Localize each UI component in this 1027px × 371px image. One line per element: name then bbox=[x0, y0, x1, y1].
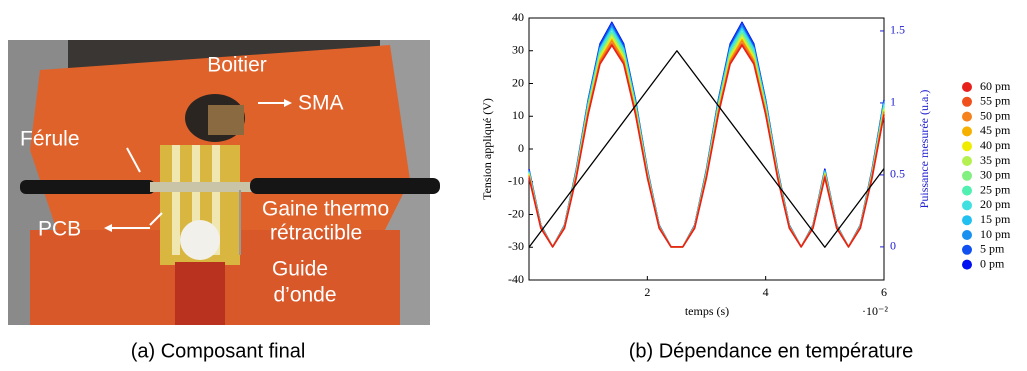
legend-marker bbox=[962, 215, 972, 226]
series-line bbox=[528, 50, 885, 248]
legend-label: 55 pm bbox=[980, 94, 1011, 108]
y2-tick-label: 0 bbox=[890, 239, 896, 253]
legend-marker bbox=[962, 230, 972, 240]
photo-label: rétractible bbox=[270, 222, 362, 245]
arrow bbox=[126, 147, 141, 173]
photo-label: Boitier bbox=[207, 54, 267, 77]
caption: (a) Composant final bbox=[131, 340, 306, 362]
y-tick-label: 20 bbox=[512, 75, 524, 89]
legend-label: 50 pm bbox=[980, 108, 1011, 122]
y-tick-label: 10 bbox=[512, 108, 524, 122]
series-line bbox=[528, 44, 885, 248]
y-tick-label: 0 bbox=[518, 141, 524, 155]
photo-label: Guide bbox=[272, 258, 328, 281]
ferrule bbox=[150, 182, 255, 192]
legend-label: 35 pm bbox=[980, 153, 1011, 167]
sma-connector bbox=[208, 105, 244, 135]
y-tick-label: -40 bbox=[508, 272, 524, 286]
legend-label: 40 pm bbox=[980, 138, 1011, 152]
y2-tick-label: 1 bbox=[890, 95, 896, 109]
caption: (b) Dépendance en température bbox=[629, 340, 914, 362]
pcb-trace bbox=[212, 145, 220, 255]
pcb-trace bbox=[172, 145, 180, 255]
x-tick-label: 4 bbox=[763, 285, 769, 299]
legend-marker bbox=[962, 185, 972, 196]
legend-label: 10 pm bbox=[980, 227, 1011, 241]
legend-marker bbox=[962, 170, 972, 181]
legend-label: 60 pm bbox=[980, 79, 1011, 93]
cable bbox=[250, 178, 440, 194]
arrow bbox=[149, 212, 163, 226]
y-tick-label: -20 bbox=[508, 206, 524, 220]
x-axis-label: temps (s) bbox=[685, 304, 729, 318]
x-multiplier: ·10⁻² bbox=[862, 304, 888, 318]
photo-label: SMA bbox=[298, 92, 344, 115]
legend-label: 30 pm bbox=[980, 168, 1011, 182]
y2-tick-label: 0.5 bbox=[890, 167, 905, 181]
x-tick-label: 6 bbox=[881, 285, 887, 299]
y-tick-label: -30 bbox=[508, 239, 524, 253]
photo: Boitier SMA Férule PCB Gaine thermo rétr… bbox=[8, 40, 440, 325]
cable bbox=[20, 180, 155, 194]
photo-label: d’onde bbox=[273, 284, 336, 307]
legend-marker bbox=[962, 111, 972, 122]
x-tick-label: 2 bbox=[644, 285, 650, 299]
legend-marker bbox=[962, 200, 972, 211]
legend-marker bbox=[962, 82, 972, 92]
legend-label: 45 pm bbox=[980, 123, 1011, 137]
legend-label: 5 pm bbox=[980, 242, 1005, 256]
legend-label: 0 pm bbox=[980, 256, 1005, 270]
legend-marker bbox=[962, 259, 972, 270]
y2-axis-label: Puissance mesurée (u.a.) bbox=[917, 90, 931, 209]
legend-marker bbox=[962, 126, 972, 137]
y-tick-label: 30 bbox=[512, 43, 524, 57]
y2-tick-label: 1.5 bbox=[890, 23, 905, 37]
legend-label: 15 pm bbox=[980, 212, 1011, 226]
legend-marker bbox=[962, 156, 972, 166]
arrowhead bbox=[284, 99, 292, 107]
legend-label: 20 pm bbox=[980, 197, 1011, 211]
legend-marker bbox=[962, 141, 972, 152]
legend-marker bbox=[962, 244, 972, 255]
photo-label: Férule bbox=[20, 128, 80, 151]
pcb-trace bbox=[192, 145, 200, 255]
photo-label: Gaine thermo bbox=[262, 198, 389, 221]
legend-marker bbox=[962, 96, 972, 107]
y-tick-label: 40 bbox=[512, 10, 524, 24]
post bbox=[175, 262, 225, 325]
screw bbox=[180, 220, 220, 260]
arrowhead bbox=[104, 224, 112, 232]
y-axis-label: Tension appliqué (V) bbox=[480, 98, 494, 200]
y-tick-label: -10 bbox=[508, 174, 524, 188]
photo-label: PCB bbox=[38, 218, 81, 241]
legend-label: 25 pm bbox=[980, 182, 1011, 196]
